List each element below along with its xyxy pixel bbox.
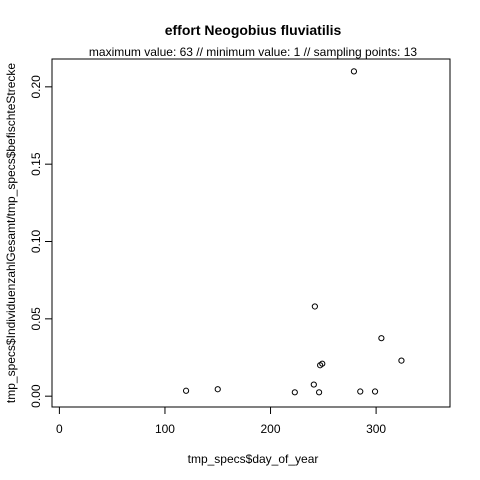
x-tick-label: 0 xyxy=(56,422,63,436)
x-axis: 0 100 200 300 xyxy=(56,406,386,436)
data-point xyxy=(319,360,326,367)
y-tick-label: 0.05 xyxy=(29,307,43,331)
y-axis-label: tmp_specs$IndividuenzahlGesamt/tmp_specs… xyxy=(4,63,18,404)
data-point xyxy=(371,388,379,395)
data-points xyxy=(182,68,405,396)
data-point xyxy=(182,387,190,394)
x-tick-label: 100 xyxy=(155,422,175,436)
y-tick-label: 0.20 xyxy=(29,75,43,99)
data-point xyxy=(291,389,298,396)
chart-subtitle: maximum value: 63 // minimum value: 1 //… xyxy=(89,45,417,59)
data-point xyxy=(310,381,317,388)
x-tick-label: 300 xyxy=(366,422,386,436)
plot-frame xyxy=(51,58,451,408)
data-point xyxy=(315,389,323,396)
data-point xyxy=(378,335,385,342)
x-axis-label: tmp_specs$day_of_year xyxy=(188,452,319,466)
chart-title: effort Neogobius fluviatilis xyxy=(165,22,342,38)
data-point xyxy=(311,303,318,310)
y-tick-label: 0.15 xyxy=(29,152,43,176)
data-point xyxy=(214,386,221,393)
y-tick-label: 0.10 xyxy=(29,230,43,254)
x-tick-label: 200 xyxy=(261,422,281,436)
data-point xyxy=(398,357,405,364)
y-axis: 0.00 0.05 0.10 0.15 0.20 xyxy=(29,75,53,408)
data-point xyxy=(357,388,364,395)
y-tick-label: 0.00 xyxy=(29,384,43,408)
data-point xyxy=(350,68,358,75)
